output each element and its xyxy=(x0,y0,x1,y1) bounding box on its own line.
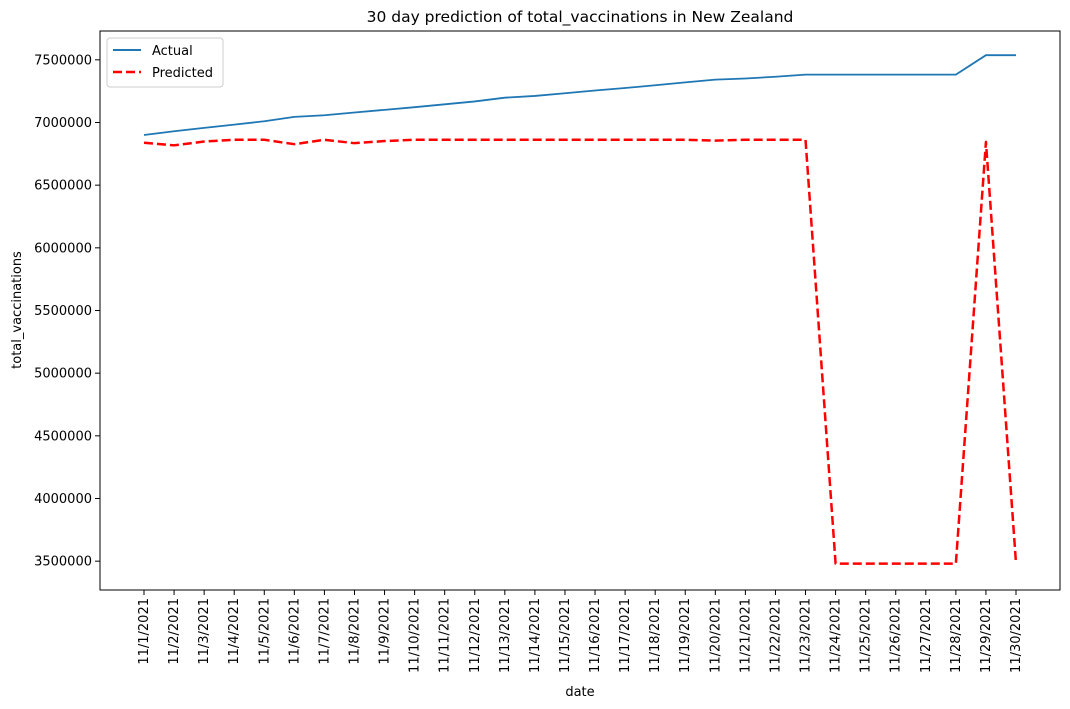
x-tick-label: 11/22/2021 xyxy=(768,598,783,673)
x-tick-label: 11/1/2021 xyxy=(137,598,152,665)
x-tick-label: 11/23/2021 xyxy=(799,598,814,673)
x-tick-label: 11/12/2021 xyxy=(468,598,483,673)
x-axis-label: date xyxy=(565,685,594,700)
legend: Actual Predicted xyxy=(106,37,224,88)
x-tick-label: 11/27/2021 xyxy=(919,598,934,673)
y-tick-label: 6500000 xyxy=(34,179,92,194)
y-tick-label: 7500000 xyxy=(34,53,92,68)
y-tick-label: 6000000 xyxy=(34,241,92,256)
x-tick-label: 11/11/2021 xyxy=(438,598,453,673)
x-tick-label: 11/7/2021 xyxy=(317,598,332,665)
x-tick-label: 11/30/2021 xyxy=(1009,598,1024,673)
x-tick-label: 11/20/2021 xyxy=(708,598,723,673)
x-tick-label: 11/17/2021 xyxy=(618,598,633,673)
x-tick-label: 11/25/2021 xyxy=(859,598,874,673)
x-tick-label: 11/26/2021 xyxy=(889,598,904,673)
x-tick-label: 11/8/2021 xyxy=(347,598,362,665)
y-axis-label: total_vaccinations xyxy=(10,251,25,369)
x-tick-label: 11/10/2021 xyxy=(408,598,423,673)
y-tick-label: 5000000 xyxy=(34,367,92,382)
y-tick-label: 4000000 xyxy=(34,492,92,507)
y-axis: 3500000 4000000 4500000 5000000 5500000 60000… xyxy=(34,53,100,570)
x-tick-label: 11/4/2021 xyxy=(227,598,242,665)
x-tick-label: 11/9/2021 xyxy=(378,598,393,665)
series-layer xyxy=(143,54,1018,565)
x-tick-label: 11/28/2021 xyxy=(949,598,964,673)
y-tick-label: 5500000 xyxy=(34,304,92,319)
x-tick-label: 11/14/2021 xyxy=(528,598,543,673)
x-tick-label: 11/13/2021 xyxy=(498,598,513,673)
x-tick-label: 11/6/2021 xyxy=(287,598,302,665)
series-line-predicted xyxy=(143,138,1018,565)
x-tick-label: 11/24/2021 xyxy=(829,598,844,673)
y-tick-label: 4500000 xyxy=(34,429,92,444)
x-tick-label: 11/5/2021 xyxy=(257,598,272,665)
x-tick-label: 11/19/2021 xyxy=(678,598,693,673)
x-axis: 11/1/2021 11/2/2021 11/3/2021 11/4/2021 11/5… xyxy=(137,590,1024,673)
x-tick-label: 11/21/2021 xyxy=(738,598,753,673)
x-tick-label: 11/3/2021 xyxy=(197,598,212,665)
x-tick-label: 11/29/2021 xyxy=(979,598,994,673)
legend-label-predicted: Predicted xyxy=(152,66,213,81)
x-tick-label: 11/2/2021 xyxy=(167,598,182,665)
series-line-actual xyxy=(143,54,1016,136)
legend-label-actual: Actual xyxy=(152,44,193,59)
y-tick-label: 3500000 xyxy=(34,555,92,570)
chart-title: 30 day prediction of total_vaccinations … xyxy=(367,8,794,27)
x-tick-label: 11/18/2021 xyxy=(648,598,663,673)
y-tick-label: 7000000 xyxy=(34,116,92,131)
x-tick-label: 11/16/2021 xyxy=(588,598,603,673)
x-tick-label: 11/15/2021 xyxy=(558,598,573,673)
